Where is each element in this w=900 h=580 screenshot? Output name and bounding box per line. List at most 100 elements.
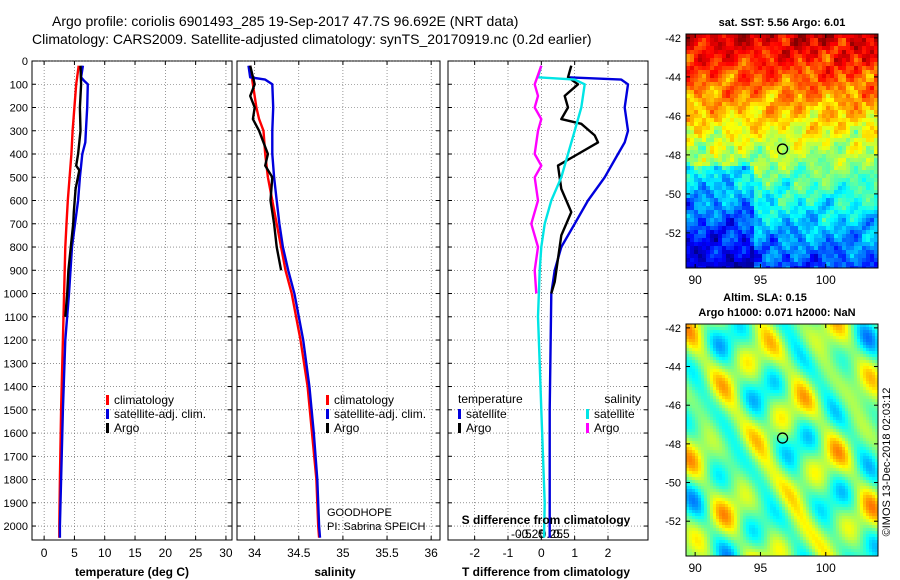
map-cell — [762, 242, 767, 247]
map-cell — [722, 354, 726, 358]
map-cell — [694, 114, 699, 119]
map-cell — [694, 118, 699, 123]
map-cell — [754, 82, 759, 87]
map-cell — [874, 254, 879, 259]
map-cell — [718, 118, 723, 123]
map-cell — [790, 218, 795, 223]
map-cell — [740, 393, 744, 397]
map-cell — [698, 82, 703, 87]
map-cell — [814, 150, 819, 155]
map-cell — [874, 238, 879, 243]
map-cell — [869, 366, 873, 370]
map-cell — [857, 387, 861, 391]
map-cell — [752, 354, 756, 358]
map-cell — [818, 327, 822, 331]
map-cell — [870, 78, 875, 83]
map-cell — [818, 90, 823, 95]
map-cell — [830, 226, 835, 231]
map-cell — [778, 222, 783, 227]
map-cell — [786, 126, 791, 131]
map-cell — [818, 138, 823, 143]
map-cell — [746, 42, 751, 47]
map-cell — [728, 399, 732, 403]
map-cell — [826, 102, 831, 107]
map-cell — [707, 360, 711, 364]
map-cell — [702, 66, 707, 71]
map-cell — [794, 186, 799, 191]
map-cell — [692, 360, 696, 364]
map-cell — [803, 342, 807, 346]
map-cell — [710, 98, 715, 103]
map-cell — [750, 50, 755, 55]
map-cell — [810, 218, 815, 223]
map-cell — [710, 246, 715, 251]
map-cell — [818, 202, 823, 207]
map-cell — [718, 230, 723, 235]
map-cell — [702, 186, 707, 191]
map-cell — [786, 182, 791, 187]
map-cell — [706, 98, 711, 103]
map-cell — [834, 170, 839, 175]
map-cell — [752, 405, 756, 409]
map-cell — [778, 54, 783, 59]
map-cell — [710, 384, 714, 388]
map-cell — [826, 234, 831, 239]
map-cell — [854, 70, 859, 75]
map-cell — [719, 360, 723, 364]
map-cell — [797, 324, 801, 328]
map-cell — [695, 330, 699, 334]
map-cell — [854, 258, 859, 263]
map-cell — [738, 186, 743, 191]
map-cell — [758, 226, 763, 231]
map-cell — [854, 90, 859, 95]
map-cell — [810, 146, 815, 151]
map-cell — [863, 351, 867, 355]
map-cell — [782, 66, 787, 71]
map-cell — [810, 70, 815, 75]
map-cell — [874, 122, 879, 127]
map-cell — [714, 202, 719, 207]
map-cell — [818, 381, 822, 385]
map-cell — [839, 345, 843, 349]
map-cell — [702, 158, 707, 163]
map-cell — [750, 146, 755, 151]
map-cell — [812, 402, 816, 406]
map-cell — [714, 182, 719, 187]
map-cell — [758, 324, 762, 328]
map-cell — [694, 66, 699, 71]
map-cell — [761, 342, 765, 346]
map-cell — [713, 387, 717, 391]
map-cell — [774, 174, 779, 179]
map-cell — [838, 86, 843, 91]
map-cell — [872, 345, 876, 349]
map-cell — [833, 330, 837, 334]
map-cell — [794, 98, 799, 103]
map-cell — [810, 102, 815, 107]
map-cell — [758, 366, 762, 370]
map-cell — [809, 393, 813, 397]
map-cell — [726, 86, 731, 91]
map-cell — [770, 174, 775, 179]
map-cell — [706, 170, 711, 175]
map-cell — [838, 182, 843, 187]
map-cell — [690, 62, 695, 67]
map-cell — [689, 336, 693, 340]
map-cell — [874, 142, 879, 147]
map-cell — [803, 357, 807, 361]
map-cell — [706, 42, 711, 47]
map-cell — [870, 90, 875, 95]
map-cell — [766, 74, 771, 79]
map-cell — [836, 354, 840, 358]
map-cell — [845, 399, 849, 403]
map-cell — [743, 366, 747, 370]
map-cell — [728, 366, 732, 370]
map-cell — [742, 86, 747, 91]
map-cell — [718, 130, 723, 135]
map-cell — [824, 357, 828, 361]
map-cell — [698, 106, 703, 111]
map-cell — [851, 405, 855, 409]
map-cell — [785, 405, 789, 409]
map-cell — [794, 218, 799, 223]
map-cell — [762, 246, 767, 251]
map-cell — [838, 178, 843, 183]
